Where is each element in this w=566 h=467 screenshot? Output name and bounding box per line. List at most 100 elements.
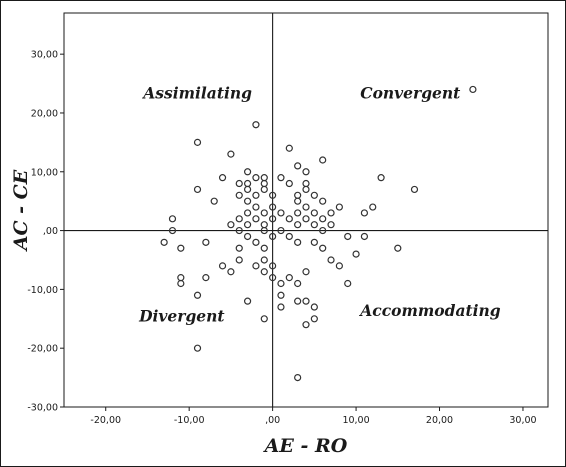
quadrant-label: Assimilating — [141, 83, 252, 102]
data-point — [327, 221, 335, 229]
data-point — [302, 185, 310, 194]
data-point — [168, 215, 177, 223]
data-point — [235, 191, 243, 199]
data-point — [227, 150, 235, 158]
data-point — [319, 244, 327, 252]
data-point — [218, 174, 227, 182]
data-point — [369, 203, 377, 211]
x-tick-label: 30,00 — [509, 415, 536, 426]
data-point — [319, 226, 327, 235]
data-point — [260, 185, 268, 194]
y-tick-label: 30,00 — [31, 50, 58, 61]
data-point — [394, 244, 402, 252]
data-point — [377, 174, 385, 182]
data-point — [285, 274, 293, 282]
x-tick-label: ,00 — [265, 415, 280, 426]
data-point — [252, 262, 260, 270]
data-point — [260, 226, 268, 235]
data-point — [269, 191, 277, 199]
data-point — [218, 262, 227, 270]
data-point — [277, 209, 285, 217]
data-point — [319, 197, 327, 205]
data-point — [193, 291, 202, 299]
data-point — [193, 185, 202, 194]
data-point — [285, 215, 293, 223]
data-point — [327, 256, 335, 264]
data-point — [210, 197, 218, 205]
data-point — [344, 232, 352, 241]
data-point — [360, 232, 369, 241]
data-point — [160, 238, 168, 246]
x-tick-label: 10,00 — [342, 415, 369, 426]
data-point — [252, 203, 260, 211]
data-point — [335, 262, 343, 270]
data-point — [310, 315, 318, 323]
data-point — [327, 209, 335, 217]
data-point — [269, 274, 277, 282]
data-point — [302, 203, 310, 211]
data-point — [310, 221, 318, 229]
y-tick-label: 20,00 — [31, 108, 58, 119]
data-point — [252, 238, 260, 246]
data-point — [319, 215, 327, 223]
data-point — [352, 250, 360, 258]
data-point — [202, 238, 210, 246]
x-tick-label: -20,00 — [90, 415, 121, 426]
data-point — [310, 191, 318, 199]
data-point — [243, 185, 252, 194]
data-point — [294, 297, 302, 305]
data-point — [285, 179, 293, 188]
data-point — [193, 344, 202, 352]
data-point — [243, 232, 252, 241]
data-point — [310, 209, 318, 217]
x-tick-label: 20,00 — [426, 415, 453, 426]
quadrant-label: Accommodating — [358, 301, 501, 320]
data-point — [252, 121, 260, 129]
data-point — [285, 144, 293, 152]
x-tick-label: -10,00 — [174, 415, 205, 426]
data-point — [277, 291, 285, 299]
y-tick-label: 10,00 — [31, 167, 58, 178]
data-point — [319, 156, 327, 164]
data-point — [294, 209, 302, 217]
data-point — [235, 256, 243, 264]
data-point — [177, 279, 185, 288]
data-point — [302, 321, 310, 329]
data-point — [243, 221, 252, 229]
data-point — [227, 221, 235, 229]
data-point — [177, 244, 185, 252]
data-point — [294, 162, 302, 170]
data-point — [302, 168, 310, 176]
data-point — [252, 191, 260, 199]
data-point — [335, 203, 343, 211]
data-point — [269, 203, 277, 211]
data-point — [344, 279, 352, 288]
y-tick-label: -30,00 — [27, 403, 58, 414]
data-point — [294, 238, 302, 246]
data-point — [227, 268, 235, 276]
data-point — [302, 297, 310, 305]
data-point — [302, 215, 310, 223]
data-point — [235, 179, 243, 188]
data-point — [235, 215, 243, 223]
data-point — [193, 138, 202, 146]
y-tick-label: ,00 — [43, 226, 58, 237]
data-point — [277, 279, 285, 288]
data-point — [294, 373, 302, 382]
data-point — [302, 268, 310, 276]
y-axis: -30,00 -20,00 -10,00 ,00 10,00 20,00 30,00 — [27, 50, 64, 414]
y-tick-label: -20,00 — [27, 344, 58, 355]
data-point — [235, 226, 243, 235]
data-point — [243, 168, 252, 176]
data-point — [269, 262, 277, 270]
data-point — [277, 303, 285, 311]
data-point — [269, 215, 277, 223]
data-points — [160, 85, 477, 382]
data-point — [243, 297, 252, 305]
data-point — [243, 209, 252, 217]
y-axis-title: AC - CE — [10, 169, 32, 252]
data-point — [269, 232, 277, 241]
quadrant-labels: Assimilating Convergent Divergent Accommoda… — [138, 83, 501, 325]
data-point — [260, 315, 268, 323]
